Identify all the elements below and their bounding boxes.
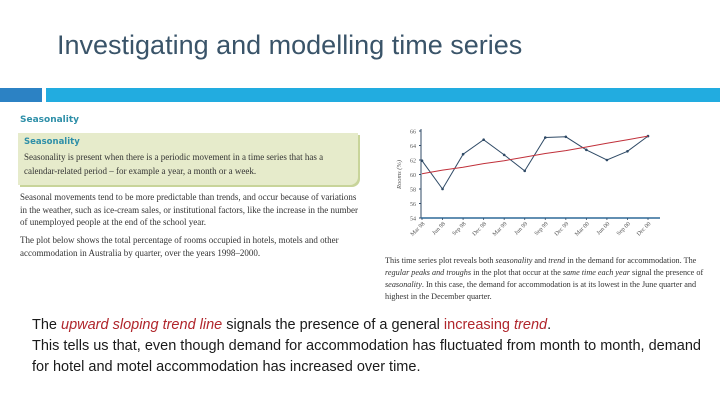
section-heading: Seasonality (20, 115, 80, 125)
caption-text: in the demand for accommodation. The (565, 256, 697, 265)
x-tick-label: Mar 99 (492, 221, 509, 238)
caption-emphasis: seasonality (385, 280, 422, 289)
caption-text: This time series plot reveals both (385, 256, 496, 265)
y-tick-label: 58 (410, 188, 416, 194)
paragraph-plot-intro: The plot below shows the total percentag… (20, 235, 339, 258)
data-point (605, 158, 609, 162)
highlight-increasing-text: increasing trend (443, 317, 548, 333)
caption-emphasis: seasonality (495, 256, 533, 265)
trend-line (421, 135, 649, 175)
definition-text: Seasonality is present when there is a p… (24, 152, 324, 176)
y-tick-label: 62 (410, 159, 416, 165)
x-tick-label: Sep 99 (534, 221, 550, 237)
caption-text: and (532, 256, 549, 265)
x-tick-label: Dec 99 (554, 221, 570, 237)
summary-text-span: signals the presence of a general (222, 317, 444, 333)
definition-box: Seasonality Seasonality is present when … (18, 133, 358, 185)
data-point (482, 138, 485, 141)
definition-title: Seasonality (24, 137, 80, 147)
x-tick-label: Jun 98 (432, 221, 447, 236)
caption-text: in the plot that occur at the (471, 268, 563, 277)
header-accent-bar-right (46, 88, 720, 102)
data-point (626, 150, 629, 153)
highlight-increasing-trend: increasing trend (444, 317, 547, 333)
data-point (502, 153, 506, 157)
caption-text: . In this case, the demand for accommoda… (385, 280, 697, 301)
slide-title: Investigating and modelling time series (57, 30, 523, 60)
y-axis-label: Rooms (%) (396, 160, 403, 190)
data-point (585, 148, 588, 152)
data-point (441, 187, 444, 191)
paragraph-seasonal-movements: Seasonal movements tend to be more predi… (20, 192, 359, 227)
highlight-trend-line: upward sloping trend line (61, 317, 223, 333)
y-tick-label: 60 (410, 173, 416, 179)
y-tick-label: 66 (410, 130, 416, 136)
data-point (543, 136, 547, 139)
y-tick-label: 64 (410, 144, 416, 150)
x-tick-label: Sep 00 (616, 221, 632, 237)
time-series-chart: 54 56 58 60 62 64 66 Rooms (%) Mar 98 Jun 98 Sep 9… (380, 122, 700, 252)
summary-line-2: This tells us that, even though demand f… (32, 338, 701, 375)
x-tick-label: Mar 98 (410, 221, 427, 238)
data-point (461, 152, 465, 156)
x-tick-label: Jun 00 (596, 221, 611, 236)
data-series-line (421, 135, 649, 190)
summary-text: The upward sloping trend line signals th… (32, 315, 702, 378)
data-point (564, 135, 568, 139)
x-tick-label: Dec 00 (636, 221, 652, 237)
summary-line-1: The upward sloping trend line signals th… (32, 315, 702, 336)
x-tick-label: Sep 98 (452, 221, 468, 237)
y-tick-label: 56 (410, 202, 416, 208)
summary-text-span: . (547, 317, 552, 333)
data-point (646, 134, 650, 138)
data-point (420, 159, 424, 163)
caption-emphasis: same time each year (562, 268, 630, 277)
caption-emphasis: regular peaks and troughs (385, 268, 472, 277)
x-tick-label: Mar 00 (574, 221, 591, 238)
y-tick-label: 54 (410, 217, 416, 223)
caption-text: signal the presence of (629, 268, 704, 277)
header-accent-bar-left (0, 88, 42, 102)
data-point (523, 169, 527, 173)
chart-canvas: 54 56 58 60 62 64 66 Rooms (%) Mar 98 Jun 98 Sep 9… (396, 129, 660, 238)
x-tick-label: Dec 98 (472, 221, 488, 237)
summary-text-span: The (32, 317, 62, 333)
chart-caption: This time series plot reveals both seaso… (385, 255, 710, 303)
x-tick-label: Jun 99 (514, 221, 529, 236)
caption-emphasis: trend (548, 256, 566, 265)
